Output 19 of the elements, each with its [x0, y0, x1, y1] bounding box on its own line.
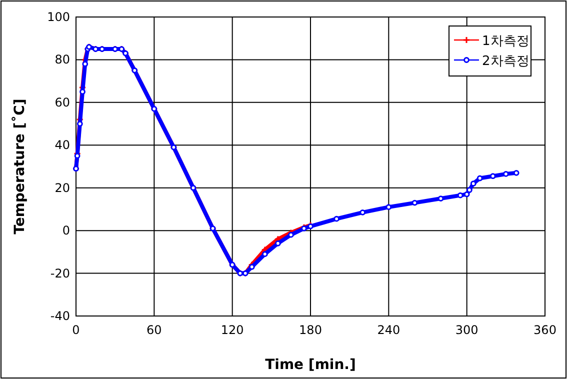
x-axis-title: Time [min.] [265, 357, 356, 373]
x-tick-label: 240 [377, 323, 400, 337]
x-tick-label: 360 [534, 323, 556, 337]
legend-label: 1차측정 [482, 34, 530, 49]
x-tick-label: 120 [220, 323, 244, 337]
y-tick-label: 60 [54, 95, 70, 110]
x-tick-label: 0 [72, 323, 80, 337]
x-tick-label: 300 [455, 323, 478, 337]
x-tick-label: 60 [146, 323, 162, 337]
x-tick-label: 180 [299, 323, 322, 337]
y-tick-label: 80 [54, 52, 70, 67]
y-tick-label: -40 [50, 309, 70, 323]
y-tick-label: -20 [50, 266, 70, 280]
y-axis-title: Temperature [˚C] [11, 98, 28, 234]
y-tick-label: 40 [54, 138, 70, 152]
y-tick-label: 20 [54, 180, 70, 195]
y-tick-label: 100 [47, 10, 70, 24]
legend-label: 2차측정 [482, 54, 530, 69]
y-tick-label: 0 [62, 224, 70, 238]
